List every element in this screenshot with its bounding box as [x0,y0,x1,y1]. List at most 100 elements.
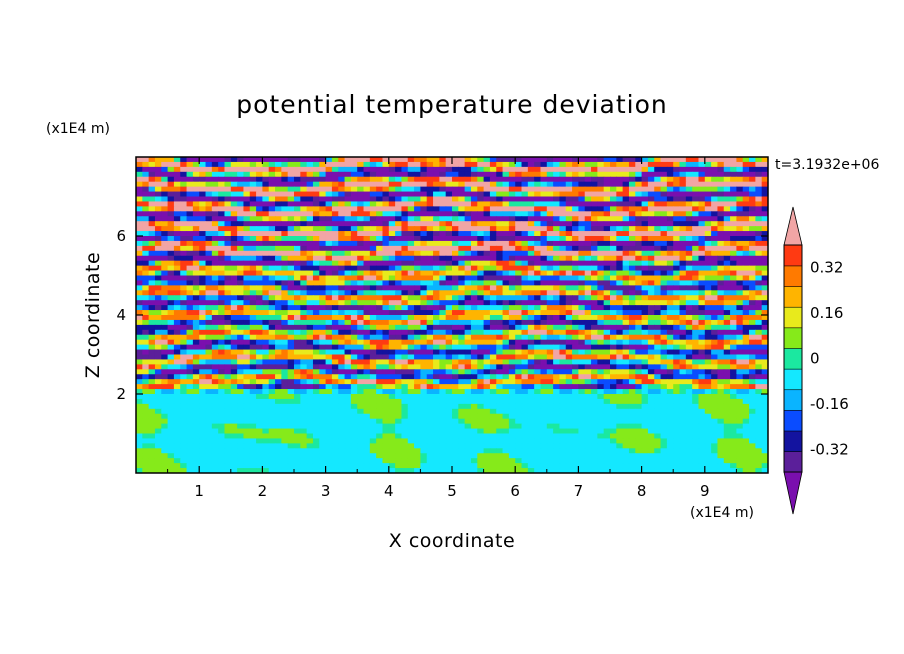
field-cell [540,280,548,286]
field-cell [243,216,251,222]
field-cell [654,260,662,267]
field-cell [761,206,768,212]
field-cell [445,260,453,267]
field-cell [761,305,768,311]
field-cell [407,334,415,341]
field-cell [698,374,706,380]
field-cell [382,398,390,405]
field-cell [154,354,162,361]
field-cell [591,364,598,370]
field-cell [603,394,611,400]
field-cell [186,334,194,341]
field-cell [205,191,213,198]
field-cell [603,226,611,232]
field-cell [388,275,396,282]
field-cell [603,171,611,178]
field-cell [414,221,421,227]
field-cell [192,398,200,405]
field-cell [458,344,466,351]
field-cell [426,201,434,207]
field-cell [647,295,655,301]
field-cell [363,295,371,301]
field-cell [458,285,466,291]
field-cell [761,354,768,361]
field-cell [154,359,162,365]
field-cell [692,157,700,163]
field-cell [698,196,706,203]
field-cell [717,285,725,291]
field-cell [205,260,213,267]
field-cell [742,161,750,168]
field-cell [338,250,346,257]
field-cell [249,290,257,296]
field-cell [559,191,567,198]
field-cell [230,305,238,311]
field-cell [426,369,434,375]
field-cell [344,166,352,173]
field-cell [287,216,295,222]
field-cell [306,379,314,385]
field-cell [300,359,308,365]
field-cell [534,211,542,217]
field-cell [173,359,181,365]
field-cell [559,389,567,395]
field-cell [622,186,630,193]
field-cell [711,290,719,296]
field-cell [730,374,737,380]
field-cell [256,310,263,316]
field-cell [312,280,320,286]
field-cell [249,186,257,193]
field-cell [616,176,624,183]
field-cell [736,344,744,351]
field-cell [647,364,655,370]
field-cell [540,334,548,341]
field-cell [186,324,194,331]
field-cell [173,216,181,222]
field-cell [483,186,491,193]
field-cell [704,290,712,296]
field-cell [553,166,561,173]
field-cell [167,319,175,326]
field-cell [192,354,200,361]
field-cell [237,379,245,385]
field-cell [439,255,447,262]
field-cell [136,186,143,193]
field-cell [616,206,624,212]
field-cell [281,290,289,296]
field-cell [319,339,327,346]
field-cell [363,359,371,365]
field-cell [180,295,188,301]
field-cell [458,240,466,247]
field-cell [218,398,226,405]
field-cell [218,324,226,331]
field-cell [755,285,763,291]
field-cell [300,221,308,227]
field-cell [205,290,213,296]
field-cell [281,329,289,336]
field-cell [211,211,219,217]
field-cell [192,260,200,267]
field-cell [294,319,301,326]
field-cell [136,354,143,361]
field-cell [363,201,371,207]
field-cell [502,389,510,395]
field-cell [591,290,598,296]
field-cell [470,236,478,242]
field-cell [622,201,630,207]
field-cell [218,236,226,242]
field-cell [610,369,617,375]
field-cell [420,305,428,311]
field-cell [458,305,466,311]
field-cell [268,221,276,227]
field-cell [546,186,554,193]
field-cell [515,398,523,405]
field-cell [192,226,200,232]
field-cell [477,231,485,237]
field-cell [237,389,245,395]
field-cell [704,240,712,247]
field-cell [496,226,504,232]
field-cell [622,280,630,286]
field-cell [300,354,308,361]
field-cell [142,339,150,346]
field-cell [382,394,390,400]
